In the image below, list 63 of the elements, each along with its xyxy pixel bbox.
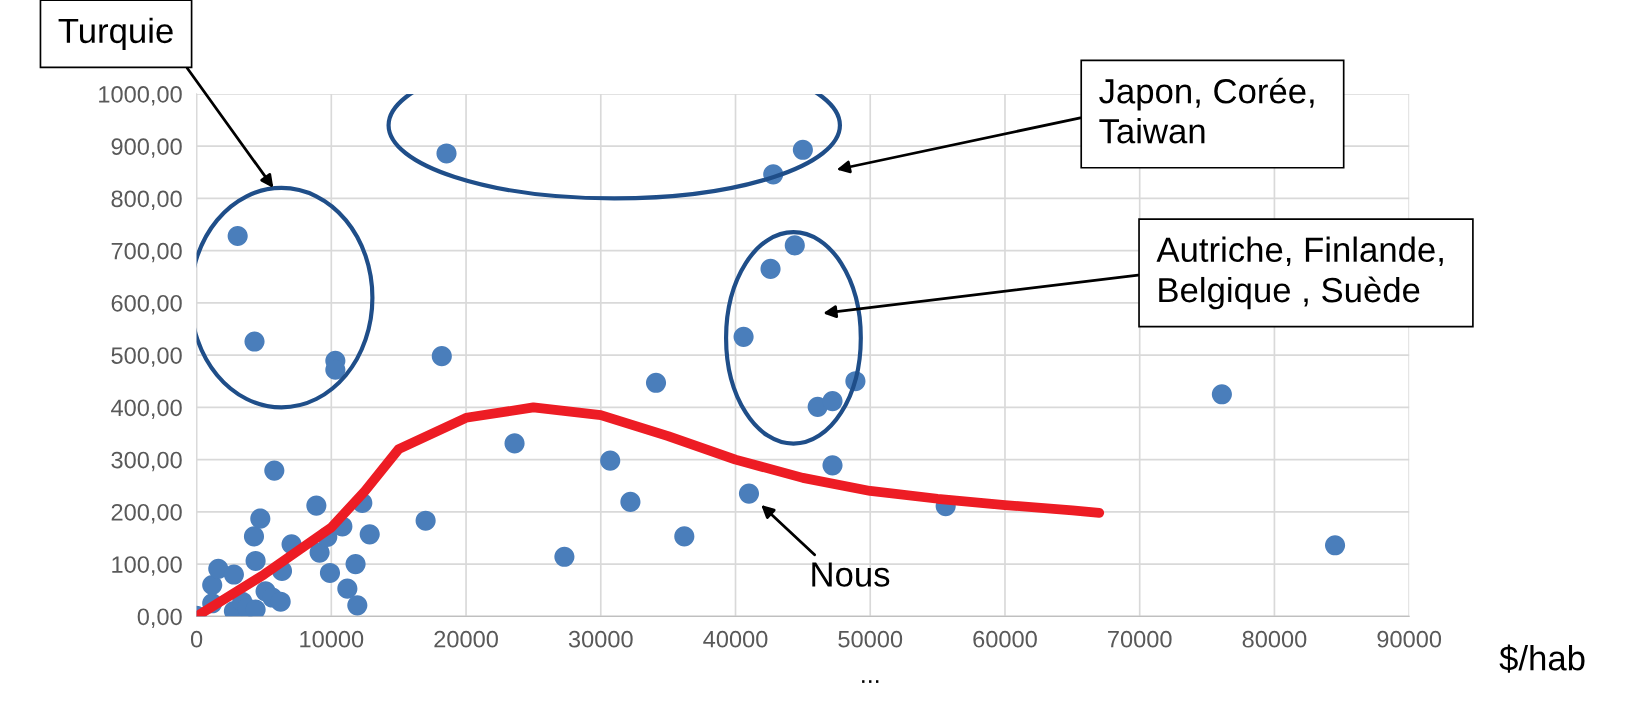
point xyxy=(674,526,695,547)
x-tick-label: 10000 xyxy=(300,630,364,648)
annotation: Japon, Corée, Taiwan xyxy=(1099,77,1314,144)
point xyxy=(243,526,265,547)
x-tick-label: 50000 xyxy=(838,630,903,648)
point xyxy=(1211,384,1232,405)
point xyxy=(822,391,843,412)
x-tick-label: 90000 xyxy=(1377,630,1442,648)
point xyxy=(504,433,525,454)
text: ... xyxy=(862,680,879,683)
point xyxy=(347,595,368,616)
point xyxy=(306,495,327,516)
annotation: Autriche, Finlande, Belgique , Suède xyxy=(1156,236,1443,310)
point xyxy=(245,550,266,572)
y-tick-label: 100,00 xyxy=(112,556,182,576)
y-tick-label: 400,00 xyxy=(111,399,182,419)
annotation: Nous xyxy=(812,562,890,587)
point xyxy=(784,235,805,256)
point xyxy=(645,372,667,393)
point xyxy=(250,508,271,529)
point xyxy=(345,554,366,575)
point xyxy=(1324,535,1346,556)
x-axis-title: $/hab xyxy=(1499,644,1585,673)
point xyxy=(792,139,813,160)
point xyxy=(202,574,223,596)
y-tick-label: 200,00 xyxy=(111,503,182,524)
point xyxy=(223,564,244,585)
point xyxy=(245,599,266,617)
point xyxy=(415,510,436,531)
point xyxy=(208,558,229,579)
point xyxy=(738,483,760,504)
point xyxy=(244,331,265,352)
point xyxy=(436,143,457,164)
point xyxy=(554,546,575,567)
point xyxy=(822,455,843,476)
point xyxy=(359,524,380,545)
y-tick-label: 1000,00 xyxy=(99,85,182,106)
x-tick-label: 60000 xyxy=(973,630,1037,648)
point xyxy=(760,258,781,279)
point xyxy=(600,450,621,471)
point xyxy=(431,346,452,367)
point xyxy=(264,460,285,481)
x-tick-label: 70000 xyxy=(1108,630,1172,648)
point xyxy=(620,491,641,512)
y-tick-label: 900,00 xyxy=(111,138,182,158)
point xyxy=(309,542,330,563)
point xyxy=(227,225,248,247)
x-tick-label: 40000 xyxy=(703,630,768,648)
x-tick-label: 0 xyxy=(190,630,203,648)
y-tick-label: 0,00 xyxy=(137,608,182,628)
y-tick-label: 700,00 xyxy=(111,242,182,263)
y-tick-label: 800,00 xyxy=(111,190,182,210)
text: Turquie xyxy=(58,17,173,51)
point xyxy=(270,591,291,612)
point xyxy=(733,326,754,347)
x-tick-label: 30000 xyxy=(568,630,633,648)
x-tick-label: 20000 xyxy=(434,630,498,648)
y-tick-label: 300,00 xyxy=(111,451,182,472)
x-tick-label: 80000 xyxy=(1242,630,1307,648)
point xyxy=(337,578,358,599)
y-tick-label: 500,00 xyxy=(111,347,182,367)
y-tick-label: 600,00 xyxy=(111,294,182,315)
point xyxy=(319,562,341,584)
